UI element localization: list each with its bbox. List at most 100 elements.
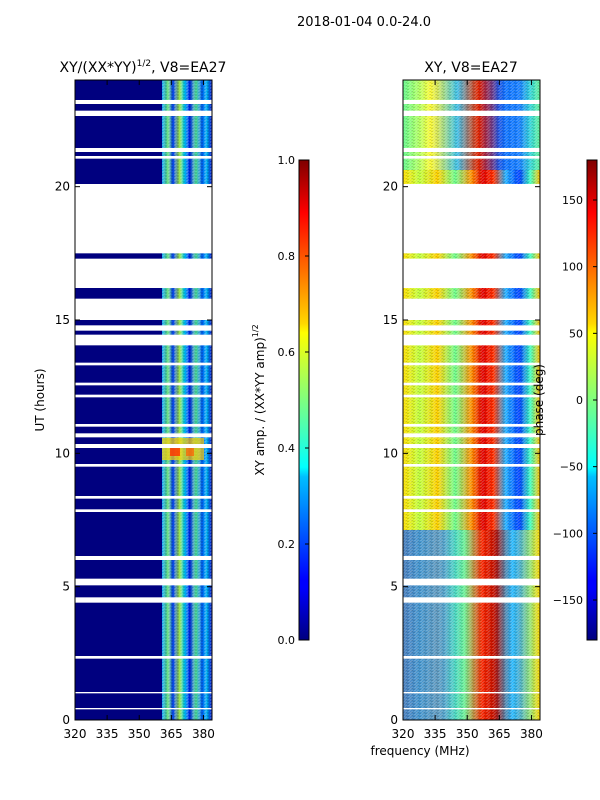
- colorbar-tick-label: 50: [569, 327, 583, 340]
- amplitude-colorbar: 0.0 0.2 0.4 0.6 0.8 1.0 XY amp. / (XX*YY amp)…: [251, 154, 310, 647]
- amplitude-data-gaps: [75, 100, 212, 710]
- y-tick-label: 5: [390, 580, 398, 594]
- data-gap: [403, 362, 540, 366]
- colorbar-tick-label: 1.0: [278, 154, 296, 167]
- data-gap: [75, 692, 212, 694]
- data-gap: [403, 708, 540, 710]
- data-gap: [403, 156, 540, 159]
- y-tick-label: 15: [55, 313, 70, 327]
- data-gap: [403, 325, 540, 331]
- y-tick-label: 15: [383, 313, 398, 327]
- data-gap: [75, 578, 212, 586]
- data-gap: [75, 298, 212, 320]
- data-gap: [75, 656, 212, 659]
- colorbar-tick-label: −50: [560, 461, 583, 474]
- data-gap: [75, 382, 212, 386]
- data-gap: [403, 184, 540, 254]
- y-tick-label: 20: [383, 180, 398, 194]
- data-gap: [403, 597, 540, 603]
- phase-y-ticks: 0 5 10 15 20: [383, 180, 540, 727]
- amplitude-colorbar-label: XY amp. / (XX*YY amp)1/2: [251, 324, 267, 475]
- phase-colorbar-label: phase (deg): [532, 364, 546, 436]
- x-tick-label: 350: [128, 727, 151, 741]
- suptitle: 2018-01-04 0.0-24.0: [297, 15, 431, 30]
- y-tick-label: 20: [55, 180, 70, 194]
- data-gap: [403, 148, 540, 152]
- data-gap: [403, 692, 540, 694]
- data-gap: [75, 424, 212, 427]
- y-tick-label: 10: [55, 446, 70, 460]
- data-gap: [403, 578, 540, 586]
- data-gap: [75, 597, 212, 603]
- y-tick-label: 10: [383, 446, 398, 460]
- phase-heatmap: [403, 80, 540, 720]
- x-tick-label: 335: [96, 727, 119, 741]
- data-gap: [403, 258, 540, 288]
- data-gap: [403, 556, 540, 560]
- data-gap: [403, 433, 540, 438]
- data-gap: [75, 708, 212, 710]
- colorbar-tick-label: 0.8: [278, 250, 296, 263]
- colorbar-tick-label: 150: [562, 194, 583, 207]
- data-gap: [403, 444, 540, 448]
- colorbar-tick-label: −150: [553, 594, 583, 607]
- y-tick-label: 5: [62, 580, 70, 594]
- phase-title: XY, V8=EA27: [424, 60, 518, 76]
- y-tick-label: 0: [62, 713, 70, 727]
- amplitude-colorbar-gradient: [298, 159, 310, 641]
- data-gap: [75, 556, 212, 560]
- colorbar-tick-label: 0.6: [278, 346, 296, 359]
- data-gap: [403, 334, 540, 346]
- data-gap: [403, 424, 540, 427]
- phase-data-gaps: [403, 100, 540, 710]
- data-gap: [75, 509, 212, 512]
- data-gap: [75, 362, 212, 366]
- shared-xlabel: frequency (MHz): [370, 744, 469, 758]
- x-tick-label: 380: [192, 727, 215, 741]
- amplitude-panel: XY/(XX*YY)1/2, V8=EA27 320 335 350 365 380 0…: [33, 59, 226, 741]
- phase-panel: XY, V8=EA27 320 335 350 365 380 0 5 10 15 20 fre…: [370, 60, 542, 758]
- data-gap: [403, 464, 540, 467]
- data-gap: [75, 184, 212, 254]
- data-gap: [75, 156, 212, 159]
- data-gap: [75, 394, 212, 398]
- phase-colorbar-ticks: −150 −100 −50 0 50 100 150: [553, 194, 597, 607]
- phase-x-ticks: 320 335 350 365 380: [392, 80, 543, 741]
- data-gap: [75, 433, 212, 438]
- data-gap: [75, 258, 212, 288]
- x-tick-label: 335: [424, 727, 447, 741]
- data-gap: [75, 325, 212, 331]
- x-tick-label: 365: [160, 727, 183, 741]
- data-gap: [403, 100, 540, 104]
- data-gap: [75, 110, 212, 116]
- data-gap: [403, 496, 540, 499]
- data-gap: [75, 334, 212, 346]
- data-gap: [403, 394, 540, 398]
- data-gap: [403, 382, 540, 386]
- phase-axes-frame: [402, 79, 541, 721]
- amplitude-colorbar-ticks: 0.0 0.2 0.4 0.6 0.8 1.0: [278, 154, 309, 647]
- x-tick-label: 320: [392, 727, 415, 741]
- x-tick-label: 380: [520, 727, 543, 741]
- data-gap: [403, 110, 540, 116]
- data-gap: [75, 464, 212, 467]
- amplitude-title: XY/(XX*YY)1/2, V8=EA27: [60, 59, 227, 76]
- amplitude-heatmap: [75, 80, 212, 720]
- data-gap: [403, 298, 540, 320]
- amplitude-y-ticks: 0 5 10 15 20: [55, 180, 212, 727]
- amplitude-x-ticks: 320 335 350 365 380: [64, 80, 215, 741]
- x-tick-label: 320: [64, 727, 87, 741]
- amplitude-ylabel: UT (hours): [33, 368, 47, 431]
- x-tick-label: 350: [456, 727, 479, 741]
- colorbar-tick-label: 0.2: [278, 538, 296, 551]
- y-tick-label: 0: [390, 713, 398, 727]
- colorbar-tick-label: 0.4: [278, 442, 296, 455]
- amplitude-axes-frame: [74, 79, 213, 721]
- data-gap: [75, 444, 212, 448]
- colorbar-tick-label: 100: [562, 261, 583, 274]
- data-gap: [75, 100, 212, 104]
- x-tick-label: 365: [488, 727, 511, 741]
- data-gap: [75, 496, 212, 499]
- phase-colorbar: −150 −100 −50 0 50 100 150 phase (deg): [532, 159, 598, 641]
